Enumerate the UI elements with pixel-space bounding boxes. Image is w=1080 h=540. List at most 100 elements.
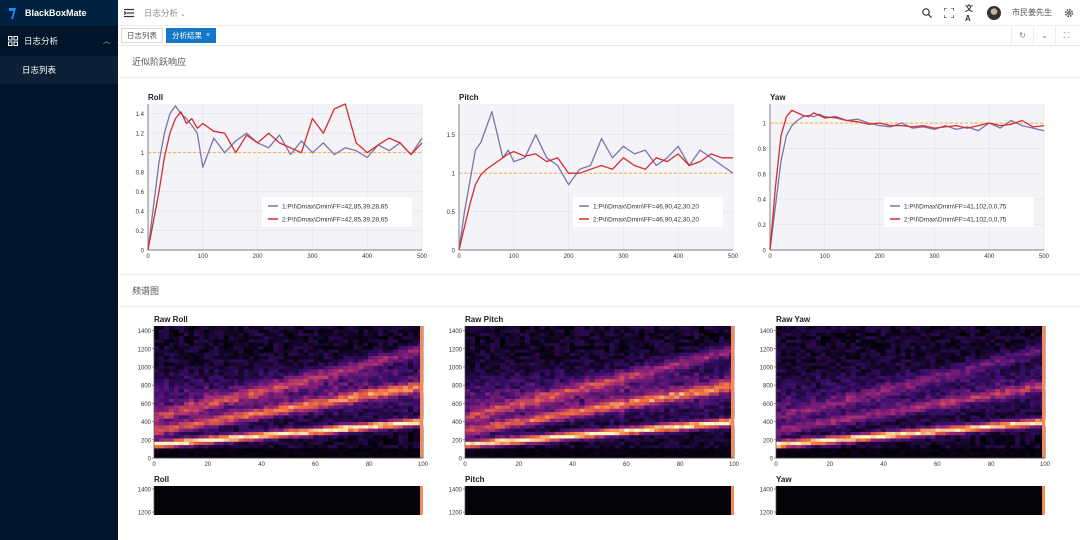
heatmap-cell xyxy=(499,326,506,330)
heatmap-cell xyxy=(318,385,324,389)
tab-log-list[interactable]: 日志列表 xyxy=(121,28,163,43)
heatmap-cell xyxy=(805,365,812,370)
tab-analysis-result[interactable]: 分析结果 × xyxy=(166,28,217,43)
heatmap-cell xyxy=(649,352,655,356)
heatmap-cell xyxy=(554,448,560,452)
heatmap-cell xyxy=(388,405,394,409)
heatmap-cell xyxy=(629,434,635,439)
heatmap-cell xyxy=(383,345,389,350)
heatmap-cell xyxy=(263,438,269,442)
chevron-down-icon[interactable]: ⌄ xyxy=(1033,26,1055,45)
heatmap-cell xyxy=(198,411,205,416)
heatmap-cell xyxy=(288,425,294,429)
heatmap-cell xyxy=(338,438,344,442)
fullscreen-icon[interactable] xyxy=(943,7,954,18)
heatmap-cell xyxy=(559,368,565,373)
heatmap-cell xyxy=(614,355,620,360)
heatmap-cell xyxy=(378,362,384,366)
heatmap-cell xyxy=(776,326,782,330)
heatmap-cell xyxy=(709,421,715,426)
heatmap-cell xyxy=(805,448,812,452)
heatmap-cell xyxy=(178,441,185,446)
heatmap-cell xyxy=(519,421,526,426)
heatmap-cell xyxy=(223,329,230,333)
heatmap-cell xyxy=(659,359,665,363)
heatmap-cell xyxy=(228,401,234,406)
heatmap-cell xyxy=(253,359,259,363)
breadcrumb[interactable]: 日志分析 ⌄ xyxy=(144,7,186,19)
heatmap-cell xyxy=(228,372,234,376)
heatmap-cell xyxy=(539,392,545,396)
heatmap-cell xyxy=(599,392,605,396)
heatmap-cell xyxy=(378,398,384,403)
close-icon[interactable]: × xyxy=(206,32,211,39)
heatmap-cell xyxy=(398,438,404,442)
heatmap-cell xyxy=(549,408,555,413)
heatmap-cell xyxy=(684,368,690,373)
menu-fold-icon[interactable] xyxy=(124,8,134,18)
heatmap-cell xyxy=(243,392,249,396)
fit-screen-icon[interactable]: ⛶ xyxy=(1055,26,1077,45)
heatmap-cell xyxy=(649,368,655,373)
heatmap-cell xyxy=(168,329,175,333)
heatmap-cell xyxy=(609,438,615,442)
user-name[interactable]: 市民姜先生 xyxy=(1012,8,1052,17)
heatmap-cell xyxy=(694,342,700,347)
heatmap-cell xyxy=(413,355,419,360)
heatmap-cell xyxy=(830,451,837,455)
heatmap-cell xyxy=(780,425,787,429)
heatmap-cell xyxy=(393,395,399,399)
heatmap-cell xyxy=(579,352,585,356)
heatmap-cell xyxy=(776,388,782,393)
heatmap-cell xyxy=(243,434,249,439)
heatmap-cell xyxy=(328,372,334,376)
heatmap-cell xyxy=(313,425,319,429)
heatmap-cell xyxy=(313,428,319,432)
heatmap-cell xyxy=(484,342,491,347)
heatmap-cell xyxy=(674,385,680,389)
heatmap-cell xyxy=(564,418,570,422)
heatmap-cell xyxy=(509,372,516,376)
heatmap-cell xyxy=(393,349,399,353)
heatmap-cell xyxy=(288,332,294,337)
logo[interactable]: BlackBoxMate xyxy=(0,0,118,26)
heatmap-cell xyxy=(689,326,695,330)
refresh-icon[interactable]: ↻ xyxy=(1011,26,1033,45)
heatmap-cell xyxy=(544,421,550,426)
heatmap-cell xyxy=(228,365,234,370)
heatmap-cell xyxy=(368,405,374,409)
heatmap-cell xyxy=(524,365,531,370)
heatmap-cell xyxy=(614,329,620,333)
gear-icon[interactable] xyxy=(1063,7,1074,18)
heatmap-cell xyxy=(800,368,807,373)
heatmap-cell xyxy=(599,349,605,353)
heatmap-cell xyxy=(173,395,180,399)
avatar[interactable] xyxy=(987,5,1001,20)
heatmap-cell xyxy=(805,392,812,396)
heatmap-cell xyxy=(815,425,822,429)
x-tick-label: 300 xyxy=(929,254,940,260)
heatmap-cell xyxy=(233,421,239,426)
sidebar-item-log-list[interactable]: 日志列表 xyxy=(0,56,118,84)
heatmap-cell xyxy=(684,451,690,455)
menu-log-analysis[interactable]: 日志分析 ︿ xyxy=(0,26,118,56)
heatmap-cell xyxy=(358,395,364,399)
search-icon[interactable] xyxy=(921,7,932,18)
translate-icon[interactable]: 文A xyxy=(965,3,973,23)
heatmap-cell xyxy=(333,421,339,426)
heatmap-cell xyxy=(599,342,605,347)
heatmap-cell xyxy=(489,326,496,330)
heatmap-cell xyxy=(398,332,404,337)
heatmap-cell xyxy=(800,359,807,363)
heatmap-cell xyxy=(825,332,832,337)
heatmap-cell xyxy=(358,451,364,455)
heatmap-cell xyxy=(564,438,570,442)
heatmap-cell xyxy=(519,352,526,356)
heatmap-cell xyxy=(273,355,279,360)
heatmap-cell xyxy=(709,441,715,446)
heatmap-cell xyxy=(574,362,580,366)
heatmap-cell xyxy=(213,454,220,459)
heatmap-cell xyxy=(629,441,635,446)
heatmap-cell xyxy=(465,431,471,436)
heatmap-cell xyxy=(624,326,630,330)
